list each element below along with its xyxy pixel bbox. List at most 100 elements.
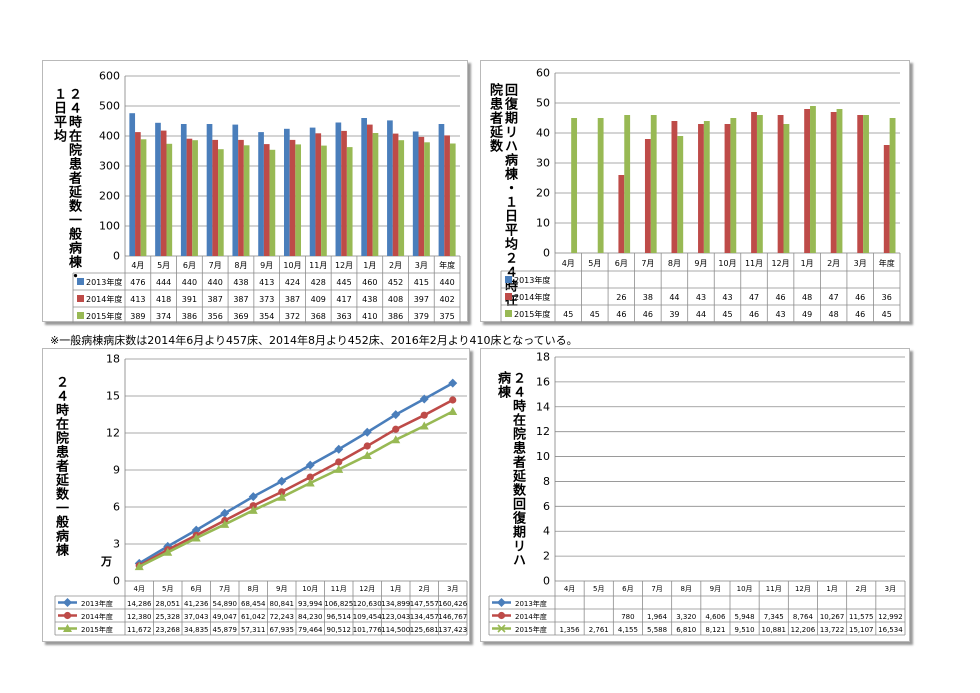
bar xyxy=(444,135,450,256)
y-tick-label: 15 xyxy=(106,390,120,403)
x-tick-label: 8月 xyxy=(668,259,681,268)
table-cell: 780 xyxy=(621,613,634,621)
data-point xyxy=(448,378,458,388)
bar xyxy=(883,145,890,253)
legend-label: 2015年度 xyxy=(514,309,550,319)
table-cell: 93,994 xyxy=(298,600,323,608)
x-tick-label: 9月 xyxy=(260,261,273,270)
table-cell: 440 xyxy=(182,278,197,287)
y-tick-label: 10 xyxy=(536,450,550,463)
table-cell: 114,500 xyxy=(381,626,410,634)
data-point xyxy=(278,488,286,496)
x-tick-label: 6月 xyxy=(615,259,628,268)
legend-label: 2013年度 xyxy=(515,599,547,608)
y-tick-label: 500 xyxy=(99,100,120,113)
bar xyxy=(309,127,316,256)
bar xyxy=(438,124,445,256)
bar xyxy=(810,106,816,253)
table-cell: 12,380 xyxy=(127,613,152,621)
y-tick-label: 100 xyxy=(99,220,120,233)
table-cell: 5,588 xyxy=(647,626,667,634)
data-point xyxy=(362,450,372,459)
bar xyxy=(160,130,167,256)
table-cell: 418 xyxy=(156,295,171,304)
table-cell: 72,243 xyxy=(270,613,295,621)
bar xyxy=(140,139,147,256)
table-cell: 47 xyxy=(829,293,839,302)
table-cell: 374 xyxy=(156,312,171,321)
table-cell: 2,761 xyxy=(589,626,609,634)
legend-key xyxy=(505,276,512,283)
bar xyxy=(346,147,353,256)
legend-label: 2015年度 xyxy=(86,311,122,321)
table-cell: 428 xyxy=(311,278,326,287)
bar xyxy=(836,109,843,253)
data-point xyxy=(391,435,401,444)
bar xyxy=(387,120,393,257)
table-cell: 409 xyxy=(311,295,326,304)
y-axis-title-col: ２４時在院患者延数 xyxy=(66,87,81,213)
data-point xyxy=(134,562,144,571)
table-cell: 413 xyxy=(130,295,145,304)
x-tick-label: 6月 xyxy=(622,585,633,593)
table-cell: 48 xyxy=(829,310,839,319)
bar xyxy=(258,132,264,256)
table-cell: 48 xyxy=(802,293,812,302)
table-cell: 49 xyxy=(802,310,812,319)
x-tick-label: 3月 xyxy=(415,261,428,270)
bar xyxy=(618,175,625,253)
table-cell: 372 xyxy=(285,312,300,321)
table-cell: 79,464 xyxy=(298,626,323,634)
bar xyxy=(135,132,141,256)
y-tick-label: 20 xyxy=(536,187,550,200)
x-tick-label: 6月 xyxy=(191,585,202,593)
bar xyxy=(263,144,270,256)
bar xyxy=(129,113,136,256)
table-cell: 391 xyxy=(182,295,197,304)
y-axis-title-col: 一般病棟 xyxy=(53,501,68,557)
data-point xyxy=(335,458,343,466)
table-cell: 476 xyxy=(130,278,145,287)
chart-general-ward-daily: 0 100 200 300 400 500 600 4月 5月 6月 7月 8月 9月 10月 11月 12月… xyxy=(72,70,461,323)
chart-rehab-ward-daily: 0 10 20 30 40 50 60 4月 5月 6月 7月 8月 9月 10月 11月 12月 1月 2月 3月… xyxy=(500,67,901,323)
bar xyxy=(321,145,327,256)
x-tick-label: 4月 xyxy=(134,585,145,593)
x-tick-label: 10月 xyxy=(302,585,318,593)
y-tick-label: 12 xyxy=(106,427,120,440)
table-cell: 402 xyxy=(439,295,454,304)
y-tick-label: 16 xyxy=(536,375,550,388)
table-cell: 4,155 xyxy=(618,626,638,634)
bar xyxy=(361,118,367,256)
legend-key-marker xyxy=(63,611,72,620)
y-tick-label: 2 xyxy=(543,550,550,563)
table-cell: 440 xyxy=(208,278,223,287)
table-cell: 54,890 xyxy=(213,600,238,608)
y-tick-label: 6 xyxy=(543,500,550,513)
data-point xyxy=(220,508,230,518)
data-point xyxy=(362,427,372,437)
y-tick-label: 9 xyxy=(113,464,120,477)
y-tick-label: 4 xyxy=(543,525,550,538)
bar xyxy=(724,124,731,253)
bar xyxy=(863,115,869,253)
bar xyxy=(212,139,219,256)
bar xyxy=(192,140,198,256)
table-cell: 46 xyxy=(775,293,785,302)
x-tick-label: 12月 xyxy=(771,259,789,268)
y-axis-title-rehab-cum: ２４時在院患者延数回復期リハ病棟 xyxy=(495,371,525,571)
table-cell: 160,426 xyxy=(438,600,467,608)
x-tick-label: 5月 xyxy=(588,259,601,268)
table-cell: 49,047 xyxy=(213,613,238,621)
y-axis-title-general-daily: ２４時在院患者延数一般病棟・１日平均 xyxy=(51,87,81,287)
legend-key-marker xyxy=(497,611,506,620)
table-cell: 45 xyxy=(590,310,600,319)
data-point xyxy=(334,444,344,454)
table-cell: 44 xyxy=(696,310,706,319)
table-cell: 11,672 xyxy=(127,626,152,634)
table-cell: 11,575 xyxy=(849,613,874,621)
table-cell: 440 xyxy=(439,278,454,287)
bar xyxy=(341,130,347,256)
table-cell: 387 xyxy=(233,295,248,304)
y-axis-title-col: 一般病棟・１日平均 xyxy=(51,87,81,283)
bar xyxy=(624,115,631,253)
